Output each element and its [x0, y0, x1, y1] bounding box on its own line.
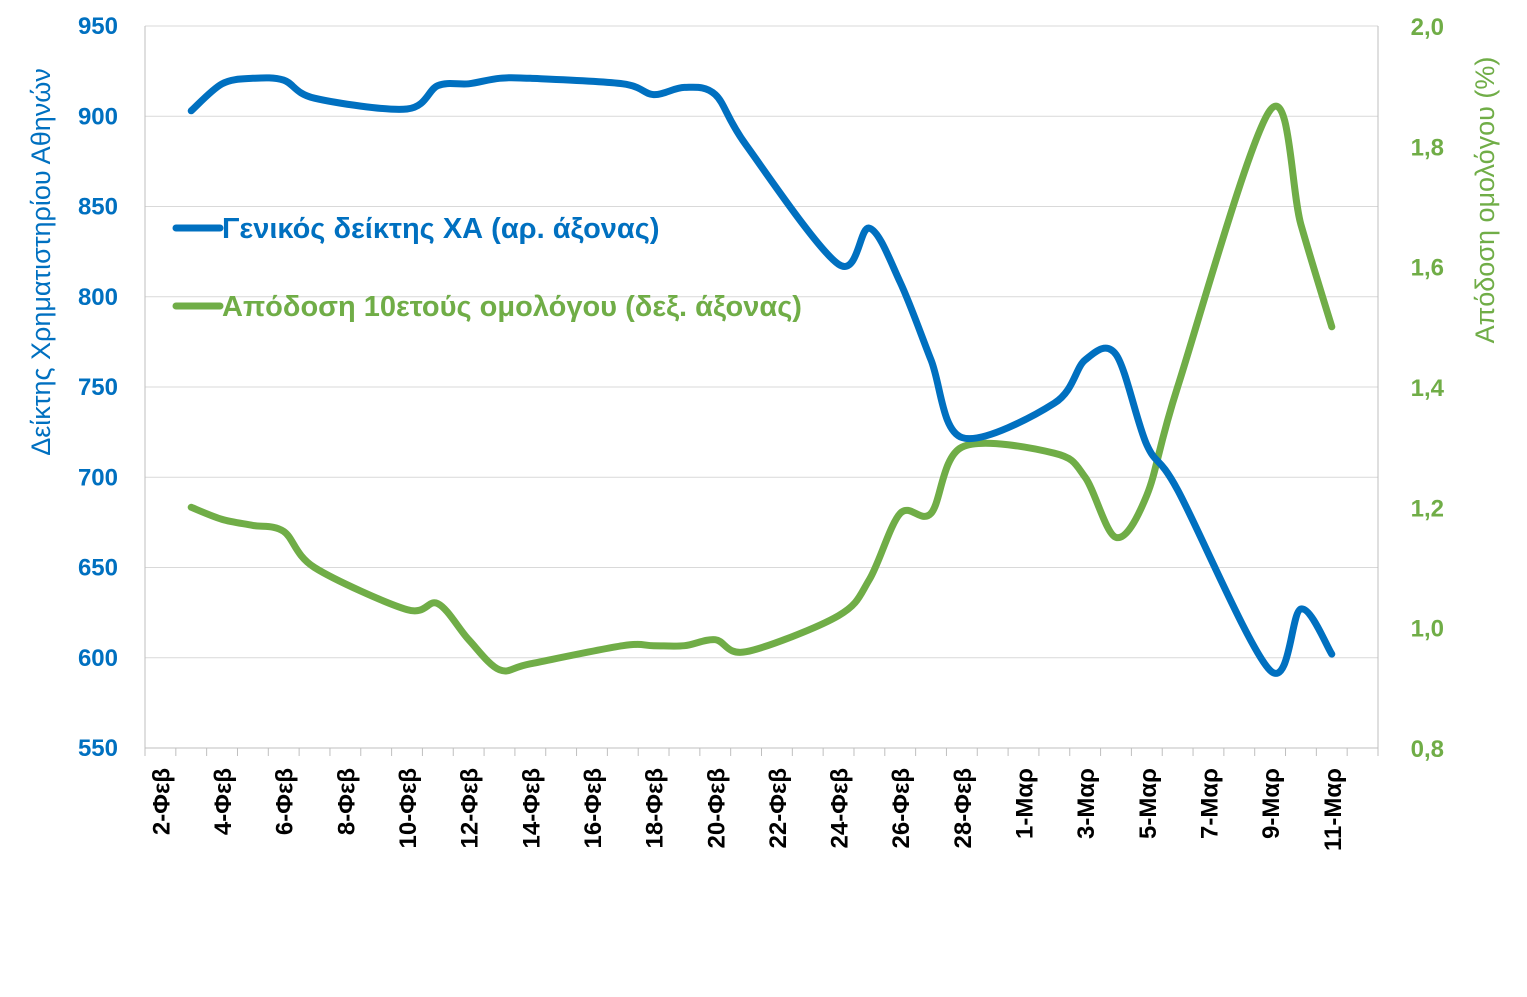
- left-tick-label: 550: [78, 735, 118, 762]
- x-tick-label: 26-Φεβ: [888, 768, 915, 848]
- right-tick-label: 1,2: [1411, 495, 1444, 522]
- x-tick-label: 28-Φεβ: [950, 768, 977, 848]
- x-tick-label: 20-Φεβ: [703, 768, 730, 848]
- left-tick-label: 600: [78, 645, 118, 672]
- x-tick-label: 5-Μαρ: [1135, 768, 1162, 839]
- x-tick-label: 7-Μαρ: [1196, 768, 1223, 839]
- x-tick-label: 10-Φεβ: [395, 768, 422, 848]
- series-line-bond: [187, 103, 1336, 675]
- x-tick-label: 16-Φεβ: [580, 768, 607, 848]
- x-tick-label: 9-Μαρ: [1258, 768, 1285, 839]
- x-tick-label: 14-Φεβ: [518, 768, 545, 848]
- left-tick-label: 650: [78, 555, 118, 582]
- x-tick-label: 11-Μαρ: [1320, 768, 1347, 851]
- right-tick-label: 1,6: [1411, 255, 1444, 282]
- right-tick-label: 0,8: [1411, 736, 1444, 763]
- left-tick-label: 850: [78, 194, 118, 221]
- left-axis-label: Δείκτης Χρηματιστηρίου Αθηνών: [26, 68, 56, 456]
- right-tick-label: 1,8: [1411, 134, 1444, 161]
- gridlines: [144, 25, 1379, 756]
- right-axis-ticks: 0,8 1,0 1,2 1,4 1,6 1,8 2,0: [1411, 14, 1445, 763]
- left-tick-label: 950: [78, 13, 118, 40]
- legend: Γενικός δείκτης ΧΑ (αρ. άξονας) Απόδοση …: [172, 213, 802, 323]
- x-tick-label: 4-Φεβ: [210, 768, 237, 835]
- series-lines: [187, 74, 1336, 677]
- right-axis-label: Απόδοση ομολόγου (%): [1470, 57, 1500, 344]
- left-tick-label: 700: [78, 464, 118, 491]
- x-tick-label: 8-Φεβ: [333, 768, 360, 835]
- x-tick-label: 24-Φεβ: [827, 768, 854, 848]
- x-tick-label: 6-Φεβ: [272, 768, 299, 835]
- x-tick-label: 2-Φεβ: [148, 768, 175, 835]
- left-tick-label: 800: [78, 284, 118, 311]
- x-tick-label: 1-Μαρ: [1012, 768, 1039, 839]
- x-tick-label: 3-Μαρ: [1073, 768, 1100, 839]
- left-tick-label: 750: [78, 374, 118, 401]
- x-tick-label: 12-Φεβ: [457, 768, 484, 848]
- left-axis-ticks: 550 600 650 700 750 800 850 900 950: [78, 13, 118, 762]
- right-tick-label: 1,0: [1411, 616, 1444, 643]
- legend-label-index: Γενικός δείκτης ΧΑ (αρ. άξονας): [222, 213, 660, 245]
- x-tick-label: 22-Φεβ: [765, 768, 792, 848]
- x-axis-ticks: 2-Φεβ 4-Φεβ 6-Φεβ 8-Φεβ 10-Φεβ 12-Φεβ 14-Φεβ 16…: [148, 768, 1346, 851]
- left-tick-label: 900: [78, 103, 118, 130]
- right-tick-label: 1,4: [1411, 375, 1445, 402]
- legend-label-bond: Απόδοση 10ετούς ομολόγου (δεξ. άξονας): [222, 291, 802, 323]
- series-line-index: [187, 74, 1336, 677]
- right-tick-label: 2,0: [1411, 14, 1444, 41]
- x-tick-label: 18-Φεβ: [642, 768, 669, 848]
